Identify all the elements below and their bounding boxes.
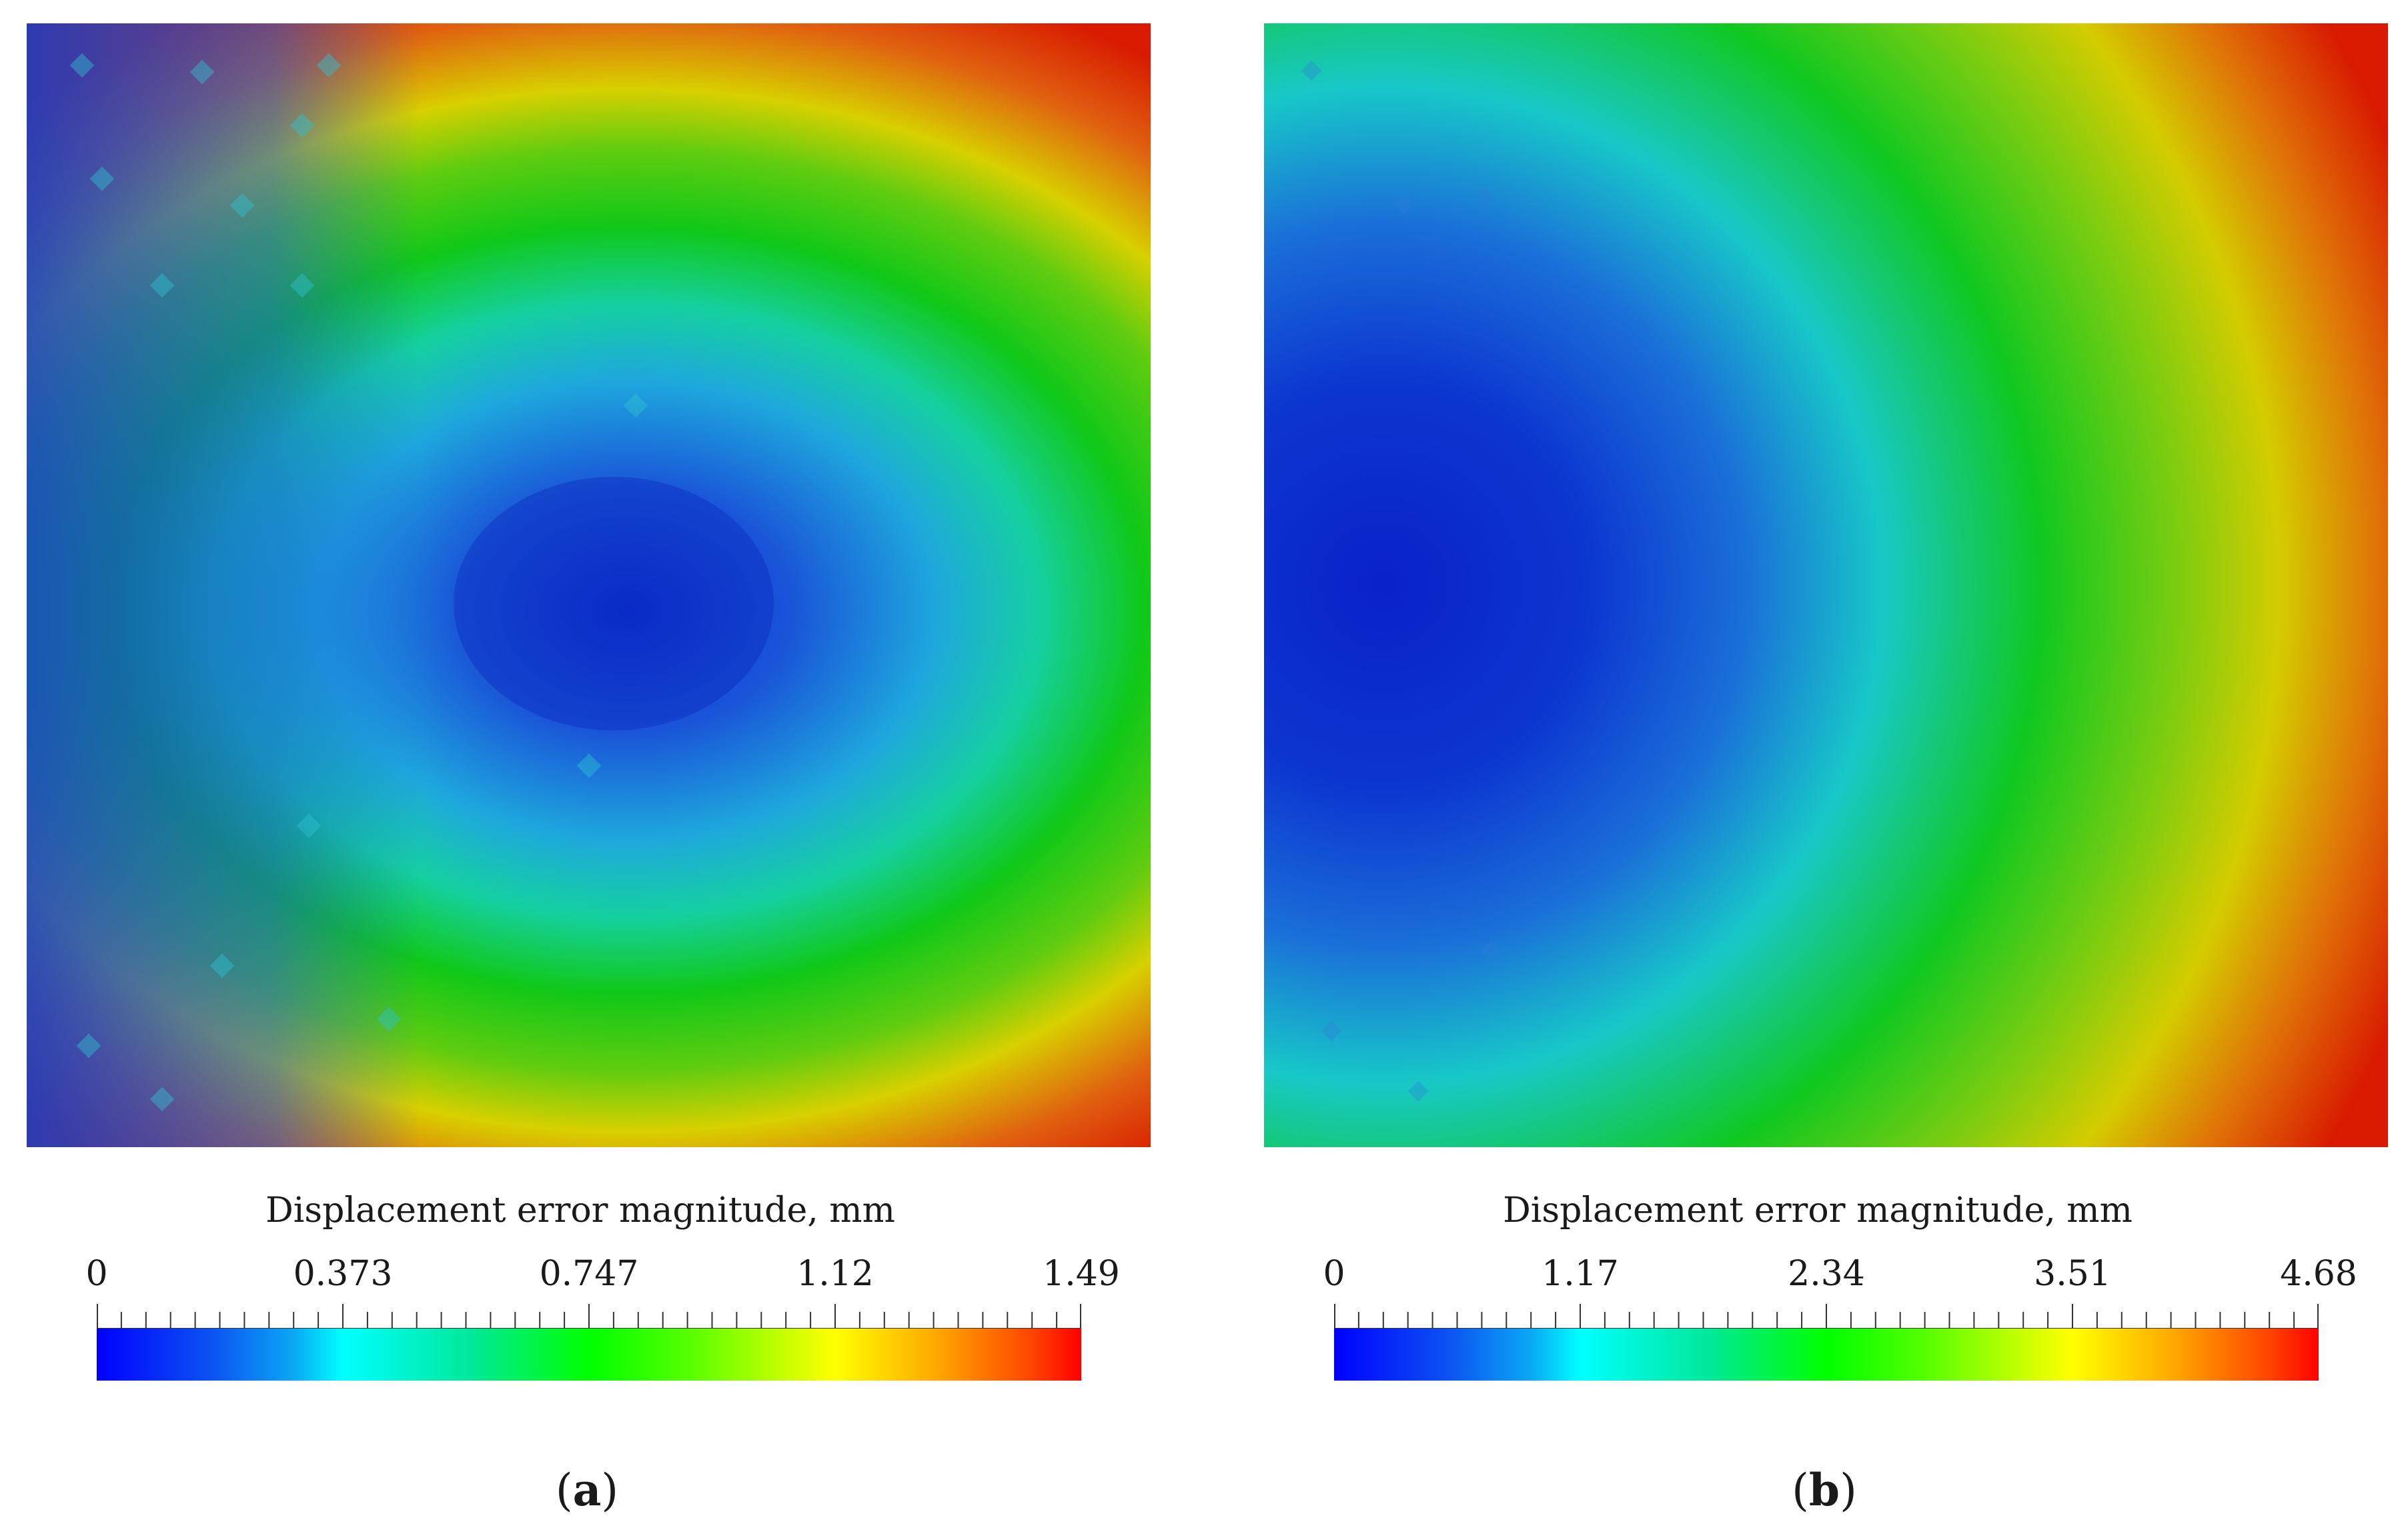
colorbar-tick-label: 3.51: [2034, 1254, 2111, 1294]
colorbar-tick-label: 1.49: [1043, 1254, 1120, 1294]
colorbar-tick-label: 0: [1323, 1254, 1345, 1294]
colorbar-tick-label: 0.747: [539, 1254, 639, 1294]
colorbar-tick-label: 1.17: [1542, 1254, 1619, 1294]
panel-b: Displacement error magnitude, mm 0 1.17 …: [1257, 0, 2391, 1540]
colorbar-tick-label: 4.68: [2280, 1254, 2357, 1294]
field-image-b: [1264, 23, 2388, 1147]
colorbar-gradient: [97, 1329, 1081, 1381]
colorbar-tick-label: 2.34: [1788, 1254, 1865, 1294]
colorbar-title: Displacement error magnitude, mm: [1503, 1191, 2133, 1231]
subfigure-letter: a: [572, 1464, 602, 1516]
colorbar-gradient: [1334, 1329, 2319, 1381]
displacement-field-plot-b: [1264, 23, 2388, 1147]
colorbar-title: Displacement error magnitude, mm: [265, 1191, 895, 1231]
colorbar-tick-label: 0.373: [293, 1254, 393, 1294]
colorbar-tick-label: 1.12: [796, 1254, 874, 1294]
subfigure-caption: (a): [555, 1464, 619, 1516]
panel-a: Displacement error magnitude, mm 0 0.373…: [20, 0, 1154, 1540]
displacement-field-plot-a: [27, 23, 1151, 1147]
subfigure-caption: (b): [1792, 1464, 1857, 1516]
subfigure-letter: b: [1808, 1464, 1840, 1516]
field-image-a: [27, 23, 1151, 1147]
colorbar-tick-label: 0: [85, 1254, 108, 1294]
